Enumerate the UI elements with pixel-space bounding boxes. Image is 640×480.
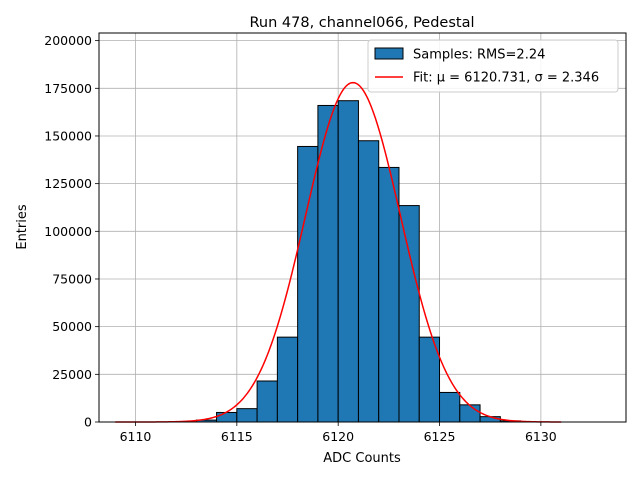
x-tick-label: 6130 [525,429,557,444]
histogram-bar [276,336,299,423]
y-ticks: 0 25000 50000 75000 100000 125000 150000 175000… [44,33,99,430]
histogram-bar [236,408,258,423]
y-tick-label: 0 [84,415,92,430]
histogram-bar [357,140,380,423]
y-tick-label: 75000 [52,271,92,286]
plot-frame [98,32,627,423]
fit-curve [115,81,562,423]
y-axis-label: Entries [15,204,30,250]
y-tick-label: 50000 [52,319,92,334]
histogram-bar [398,205,420,423]
histogram-bar [439,391,461,423]
histogram-bar [256,380,278,423]
histogram-bar [378,166,400,423]
y-tick-label: 200000 [44,33,92,48]
x-tick-label: 6110 [120,429,152,444]
legend-samples-label: Samples: RMS=2.24 [413,48,545,63]
histogram-bars [195,100,522,423]
legend: Samples: RMS=2.24 Fit: μ = 6120.731, σ =… [367,39,619,93]
y-tick-label: 25000 [52,367,92,382]
x-tick-label: 6120 [322,429,354,444]
y-tick-label: 125000 [44,176,92,191]
histogram-bar [297,145,319,423]
legend-fit-label: Fit: μ = 6120.731, σ = 2.346 [413,71,599,86]
chart-title: Run 478, channel066, Pedestal [249,15,474,31]
x-tick-label: 6125 [424,429,456,444]
histogram-bar [459,404,481,423]
legend-box [367,39,619,93]
x-ticks: 6110 6115 6120 6125 6130 [120,422,557,444]
y-tick-label: 175000 [44,81,92,96]
legend-samples-swatch [374,47,404,60]
histogram-bar [337,100,359,423]
histogram-bar [216,411,238,423]
y-tick-label: 150000 [44,128,92,143]
x-tick-label: 6115 [221,429,253,444]
x-axis-label: ADC Counts [323,451,401,466]
y-tick-label: 100000 [44,224,92,239]
